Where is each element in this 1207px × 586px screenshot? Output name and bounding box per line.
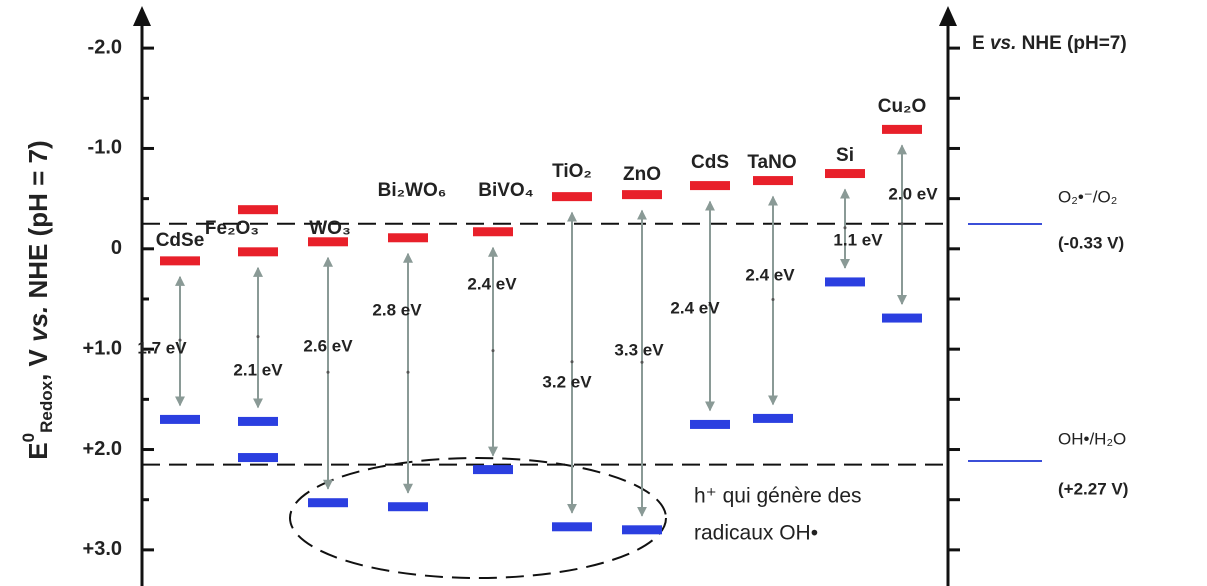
reference-level-label: (+2.27 V) [1058,479,1128,498]
y-axis-label-part: NHE (pH = 7) [23,140,53,305]
y-axis-label: E0Redox, V vs. NHE (pH = 7) [19,140,56,459]
y-axis-label-part: , V [23,342,53,381]
valence-band [473,465,513,475]
material-label: Fe₂O₃ [205,218,259,239]
y-tick-label: +1.0 [83,337,122,359]
material-label: Cu₂O [878,96,927,117]
conduction-band [308,237,348,247]
valence-band [552,522,592,532]
gap-arrow-dot [771,297,775,301]
material-label: Bi₂WO₆ [378,180,447,201]
y2-axis-arrow [939,6,957,26]
y-axis-label-part: 0 [19,433,38,442]
reference-level-name: O₂•⁻/O₂ [1058,187,1117,206]
material-label: BiVO₄ [478,180,534,201]
gap-label: 2.6 eV [303,336,353,355]
y-axis-label-part: vs. [23,306,53,342]
y-tick-label: -1.0 [88,137,122,159]
valence-band [690,419,730,429]
annotation: radicaux OH• [694,522,818,545]
gap-label: 2.4 eV [670,298,720,317]
valence-band [238,453,278,463]
gap-label: 2.4 eV [745,265,795,284]
y2-axis-label: E vs. NHE (pH=7) [972,33,1127,54]
reference-level-label: (-0.33 V) [1058,233,1124,252]
material-label: TaNO [747,152,796,173]
material-label: WO₃ [309,218,351,239]
gap-arrow-dot [256,335,260,339]
y2-axis-label-part: NHE (pH=7) [1016,33,1126,54]
conduction-band [238,205,278,215]
conduction-band [825,169,865,179]
material-label: CdSe [156,230,205,251]
gap-label: 1.1 eV [833,230,883,249]
gap-arrow-dot [843,226,847,230]
y-axis-arrow [133,6,151,26]
gap-arrow-dot [406,370,410,374]
valence-band [388,502,428,512]
material-label: TiO₂ [552,161,592,182]
annotation: h⁺ qui génère des [694,485,862,508]
y-tick-label: 0 [111,237,122,259]
gap-label: 3.2 eV [542,372,592,391]
valence-band [160,414,200,424]
conduction-band [388,233,428,243]
y-axis-label-part: E [23,442,53,459]
conduction-band [238,247,278,257]
reference-level-name: OH•/H₂O [1058,429,1126,448]
conduction-band [882,124,922,134]
highlight-ellipse [289,457,667,579]
valence-band [238,416,278,426]
gap-arrow-dot [570,360,574,364]
conduction-band [473,227,513,237]
gap-label: 2.8 eV [372,300,422,319]
y-axis-label-part: Redox [37,380,56,433]
gap-label: 2.4 eV [467,274,517,293]
conduction-band [552,192,592,202]
gap-arrow-dot [326,370,330,374]
valence-band [825,277,865,287]
y-tick-label: -2.0 [88,36,122,58]
gap-label: 3.3 eV [614,340,664,359]
conduction-band [753,176,793,186]
valence-band [622,525,662,535]
material-label: Si [836,145,854,166]
gap-label: 2.0 eV [888,184,938,203]
valence-band [753,413,793,423]
conduction-band [160,256,200,266]
conduction-band [622,190,662,200]
gap-arrow-dot [178,338,182,342]
gap-arrow-dot [900,222,904,226]
conduction-band [690,181,730,191]
gap-arrow-dot [491,349,495,353]
gap-label: 2.1 eV [233,360,283,379]
material-label: ZnO [623,164,661,185]
gap-arrow-dot [640,360,644,364]
y-tick-label: +3.0 [83,538,122,560]
gap-label: 1.7 eV [137,338,187,357]
y-tick-label: +2.0 [83,438,122,460]
gap-arrow-dot [708,303,712,307]
y2-axis-label-part: vs. [990,33,1016,54]
material-label: CdS [691,152,729,173]
y2-axis-label-part: E [972,33,990,54]
valence-band [882,313,922,323]
valence-band [308,498,348,508]
